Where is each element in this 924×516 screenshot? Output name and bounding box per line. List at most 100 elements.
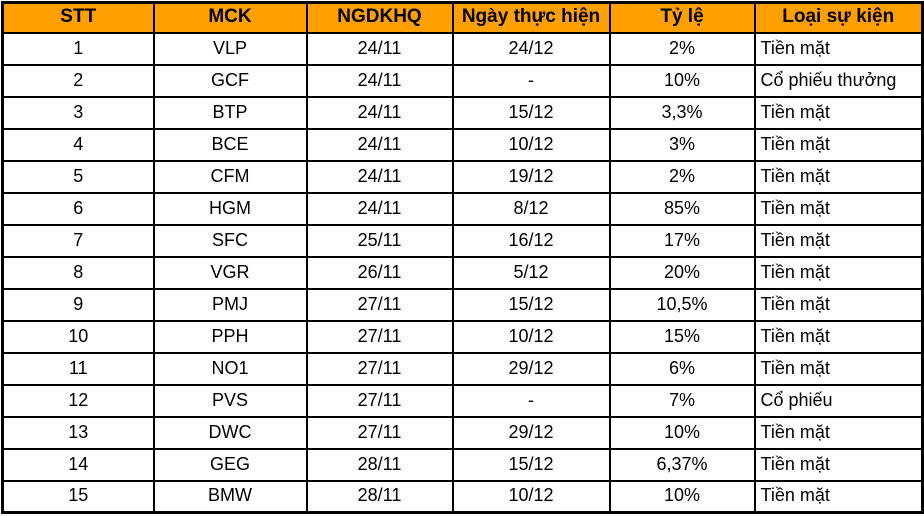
header-row: STT MCK NGDKHQ Ngày thực hiện Tỷ lệ Loại sự k… xyxy=(1,1,924,34)
cell-loai_su_kien: Tiền mặt xyxy=(753,95,924,130)
cell-ty_le: 3,3% xyxy=(608,95,756,130)
column-header-mck: MCK xyxy=(152,1,308,34)
cell-stt: 15 xyxy=(1,479,155,514)
cell-mck: BMW xyxy=(152,479,308,514)
cell-ngay_thuc_hien: 10/12 xyxy=(451,127,611,162)
cell-ngay_thuc_hien: 15/12 xyxy=(451,447,611,482)
cell-ty_le: 6% xyxy=(608,351,756,386)
cell-ngay_thuc_hien: 19/12 xyxy=(451,159,611,194)
cell-ty_le: 10% xyxy=(608,415,756,450)
cell-mck: DWC xyxy=(152,415,308,450)
cell-stt: 2 xyxy=(1,63,155,98)
cell-ngdkhq: 27/11 xyxy=(305,351,454,386)
table-row: 5 CFM 24/11 19/12 2% Tiền mặt xyxy=(1,159,924,194)
cell-ty_le: 10,5% xyxy=(608,287,756,322)
table-row: 13 DWC 27/11 29/12 10% Tiền mặt xyxy=(1,415,924,450)
cell-stt: 10 xyxy=(1,319,155,354)
cell-loai_su_kien: Tiền mặt xyxy=(753,159,924,194)
cell-ngdkhq: 24/11 xyxy=(305,191,454,226)
cell-ngay_thuc_hien: 5/12 xyxy=(451,255,611,290)
table-row: 6 HGM 24/11 8/12 85% Tiền mặt xyxy=(1,191,924,226)
cell-mck: PMJ xyxy=(152,287,308,322)
cell-ngay_thuc_hien: 10/12 xyxy=(451,479,611,514)
cell-ngdkhq: 27/11 xyxy=(305,319,454,354)
cell-mck: NO1 xyxy=(152,351,308,386)
cell-ngdkhq: 24/11 xyxy=(305,127,454,162)
cell-mck: VGR xyxy=(152,255,308,290)
table-row: 10 PPH 27/11 10/12 15% Tiền mặt xyxy=(1,319,924,354)
cell-loai_su_kien: Tiền mặt xyxy=(753,319,924,354)
cell-stt: 12 xyxy=(1,383,155,418)
cell-ty_le: 15% xyxy=(608,319,756,354)
cell-loai_su_kien: Tiền mặt xyxy=(753,351,924,386)
cell-loai_su_kien: Tiền mặt xyxy=(753,415,924,450)
table-row: 14 GEG 28/11 15/12 6,37% Tiền mặt xyxy=(1,447,924,482)
cell-ngay_thuc_hien: 24/12 xyxy=(451,31,611,66)
cell-loai_su_kien: Cổ phiếu xyxy=(753,383,924,418)
table-row: 15 BMW 28/11 10/12 10% Tiền mặt xyxy=(1,479,924,514)
cell-ty_le: 2% xyxy=(608,159,756,194)
cell-mck: CFM xyxy=(152,159,308,194)
table-row: 11 NO1 27/11 29/12 6% Tiền mặt xyxy=(1,351,924,386)
cell-loai_su_kien: Tiền mặt xyxy=(753,127,924,162)
cell-mck: PVS xyxy=(152,383,308,418)
cell-ty_le: 85% xyxy=(608,191,756,226)
cell-ngay_thuc_hien: 29/12 xyxy=(451,415,611,450)
column-header-ty_le: Tỷ lệ xyxy=(608,1,756,34)
table-row: 9 PMJ 27/11 15/12 10,5% Tiền mặt xyxy=(1,287,924,322)
column-header-ngdkhq: NGDKHQ xyxy=(305,1,454,34)
cell-stt: 4 xyxy=(1,127,155,162)
cell-ngdkhq: 24/11 xyxy=(305,95,454,130)
cell-loai_su_kien: Tiền mặt xyxy=(753,255,924,290)
cell-loai_su_kien: Tiền mặt xyxy=(753,287,924,322)
cell-loai_su_kien: Cổ phiếu thưởng xyxy=(753,63,924,98)
cell-stt: 14 xyxy=(1,447,155,482)
cell-ngay_thuc_hien: 16/12 xyxy=(451,223,611,258)
cell-ngdkhq: 24/11 xyxy=(305,159,454,194)
cell-stt: 1 xyxy=(1,31,155,66)
table-row: 8 VGR 26/11 5/12 20% Tiền mặt xyxy=(1,255,924,290)
cell-ty_le: 20% xyxy=(608,255,756,290)
cell-stt: 9 xyxy=(1,287,155,322)
cell-stt: 13 xyxy=(1,415,155,450)
cell-mck: GCF xyxy=(152,63,308,98)
cell-ty_le: 2% xyxy=(608,31,756,66)
cell-ngay_thuc_hien: 15/12 xyxy=(451,95,611,130)
cell-ty_le: 10% xyxy=(608,63,756,98)
cell-ngdkhq: 24/11 xyxy=(305,63,454,98)
cell-ngdkhq: 27/11 xyxy=(305,287,454,322)
table-row: 1 VLP 24/11 24/12 2% Tiền mặt xyxy=(1,31,924,66)
cell-ngay_thuc_hien: 10/12 xyxy=(451,319,611,354)
column-header-ngay_thuc_hien: Ngày thực hiện xyxy=(451,1,611,34)
cell-stt: 7 xyxy=(1,223,155,258)
cell-ngdkhq: 27/11 xyxy=(305,415,454,450)
cell-ty_le: 7% xyxy=(608,383,756,418)
column-header-stt: STT xyxy=(1,1,155,34)
cell-loai_su_kien: Tiền mặt xyxy=(753,31,924,66)
table-row: 7 SFC 25/11 16/12 17% Tiền mặt xyxy=(1,223,924,258)
cell-ty_le: 6,37% xyxy=(608,447,756,482)
cell-ngay_thuc_hien: - xyxy=(451,383,611,418)
cell-mck: VLP xyxy=(152,31,308,66)
cell-ngdkhq: 24/11 xyxy=(305,31,454,66)
cell-mck: BTP xyxy=(152,95,308,130)
cell-ty_le: 3% xyxy=(608,127,756,162)
cell-ty_le: 17% xyxy=(608,223,756,258)
cell-mck: BCE xyxy=(152,127,308,162)
cell-stt: 8 xyxy=(1,255,155,290)
cell-stt: 11 xyxy=(1,351,155,386)
cell-ngdkhq: 28/11 xyxy=(305,447,454,482)
cell-loai_su_kien: Tiền mặt xyxy=(753,191,924,226)
cell-stt: 3 xyxy=(1,95,155,130)
table-row: 3 BTP 24/11 15/12 3,3% Tiền mặt xyxy=(1,95,924,130)
cell-stt: 5 xyxy=(1,159,155,194)
table-body: 1 VLP 24/11 24/12 2% Tiền mặt 2 GCF 24/11-10% Cổ … xyxy=(1,31,924,514)
cell-ngay_thuc_hien: 15/12 xyxy=(451,287,611,322)
cell-ngdkhq: 26/11 xyxy=(305,255,454,290)
cell-loai_su_kien: Tiền mặt xyxy=(753,447,924,482)
cell-loai_su_kien: Tiền mặt xyxy=(753,223,924,258)
cell-mck: GEG xyxy=(152,447,308,482)
table-row: 12 PVS 27/11-7% Cổ phiếu xyxy=(1,383,924,418)
